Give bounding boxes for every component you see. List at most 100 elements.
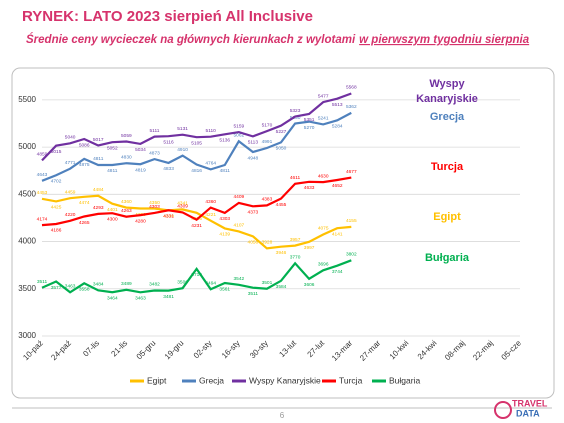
data-label: 4174: [37, 216, 48, 222]
data-label: 3696: [318, 262, 329, 268]
data-label: 3558: [79, 287, 90, 293]
data-label: 4263: [121, 208, 132, 214]
y-tick-label: 3000: [18, 331, 36, 340]
data-label: 4859: [37, 152, 48, 158]
data-label: 4373: [248, 210, 259, 216]
data-label: 4811: [220, 168, 231, 174]
chart-frame: [11, 67, 555, 399]
data-label: 5015: [51, 149, 62, 155]
data-label: 3482: [149, 282, 160, 288]
series-line: [41, 176, 352, 227]
data-label: 5052: [107, 145, 118, 151]
data-label: 4303: [219, 216, 230, 222]
subtitle: Średnie ceny wycieczek na głównych kieru…: [26, 33, 530, 46]
y-tick-label: 5000: [18, 142, 36, 151]
data-label: 4702: [51, 179, 62, 185]
data-label: 3494: [205, 281, 216, 287]
data-label: 5111: [149, 128, 159, 134]
data-label: 5170: [262, 122, 273, 128]
y-tick-label: 4000: [18, 237, 36, 246]
data-label: 4221: [205, 212, 216, 218]
data-label: 4484: [93, 187, 104, 193]
data-label: 4186: [51, 227, 62, 233]
data-label: 5270: [304, 125, 315, 131]
data-label: 4643: [37, 172, 48, 178]
data-label: 4107: [233, 223, 244, 229]
data-label: 5017: [93, 137, 104, 143]
data-label: 4811: [93, 156, 104, 162]
data-label: 4155: [346, 218, 357, 224]
data-label: 4677: [346, 169, 357, 175]
data-label: 5086: [79, 142, 90, 148]
data-label: 5050: [276, 146, 287, 152]
data-label: 3489: [121, 281, 132, 287]
data-label: 5059: [121, 133, 132, 139]
data-label: 5034: [135, 147, 146, 153]
data-label: 4453: [37, 190, 48, 196]
legend-label: Bułgaria: [389, 375, 420, 385]
data-label: 4360: [205, 199, 216, 205]
data-label: 3577: [51, 285, 62, 291]
data-label: 3501: [262, 280, 273, 286]
subtitle-part: Średnie ceny wycieczek na głównych kieru…: [26, 33, 356, 46]
data-label: 3946: [276, 250, 287, 256]
data-label: 4231: [191, 223, 202, 229]
data-label: 3511: [248, 291, 259, 297]
data-label: 5131: [177, 126, 188, 132]
data-label: 3997: [304, 245, 315, 251]
data-label: 3584: [276, 284, 287, 290]
legend-label: Grecja: [199, 375, 224, 385]
series-line: [41, 259, 352, 294]
data-label: 5227: [276, 129, 287, 135]
data-label: 5513: [332, 102, 343, 108]
data-label: 4875: [79, 162, 90, 168]
annotation: Wyspy: [429, 78, 465, 90]
series-line: [41, 92, 352, 162]
data-label: 5113: [248, 140, 259, 146]
data-label: 5136: [219, 138, 230, 144]
data-label: 4455: [276, 202, 287, 208]
series-line: [41, 194, 352, 250]
data-label: 4764: [205, 161, 216, 167]
logo-text: DATA: [516, 408, 540, 418]
data-label: 3506: [177, 279, 188, 285]
data-label: 5284: [332, 124, 343, 130]
logo-icon: [494, 401, 512, 419]
data-label: 4459: [65, 189, 76, 195]
data-label: 4141: [332, 232, 343, 238]
data-label: 3744: [332, 269, 343, 275]
data-label: 4611: [290, 175, 301, 181]
data-label: 5568: [346, 85, 357, 91]
data-label: 3606: [304, 282, 315, 288]
data-label: 5362: [346, 104, 357, 110]
legend-label: Egipt: [147, 375, 167, 385]
data-label: 5241: [318, 116, 329, 122]
data-label: 5159: [233, 123, 244, 129]
data-label: 4633: [304, 185, 315, 191]
data-label: 5351: [304, 117, 315, 123]
data-label: 3484: [93, 282, 104, 288]
data-label: 3511: [37, 279, 48, 285]
data-label: 4309: [177, 204, 188, 210]
data-label: 3928: [262, 240, 273, 246]
data-label: 4350: [149, 200, 160, 206]
data-label: 4873: [149, 150, 160, 156]
data-label: 5105: [191, 140, 202, 146]
annotation: Bułgaria: [425, 252, 470, 264]
data-label: 4401: [107, 207, 118, 213]
data-label: 4360: [121, 199, 132, 205]
data-label: 4425: [51, 205, 62, 211]
data-label: 4819: [135, 167, 146, 173]
data-label: 4341: [177, 201, 188, 207]
data-label: 4330: [163, 214, 174, 220]
series-line: [41, 111, 352, 182]
data-label: 4280: [135, 218, 146, 224]
data-label: 4075: [318, 226, 329, 232]
data-label: 3561: [219, 286, 230, 292]
data-label: 4811: [107, 168, 118, 174]
data-label: 4303: [149, 204, 160, 210]
legend-label: Wyspy Kanaryjskie: [249, 375, 321, 385]
data-label: 5110: [206, 128, 217, 134]
data-label: 4630: [318, 173, 329, 179]
data-label: 4910: [177, 147, 188, 153]
